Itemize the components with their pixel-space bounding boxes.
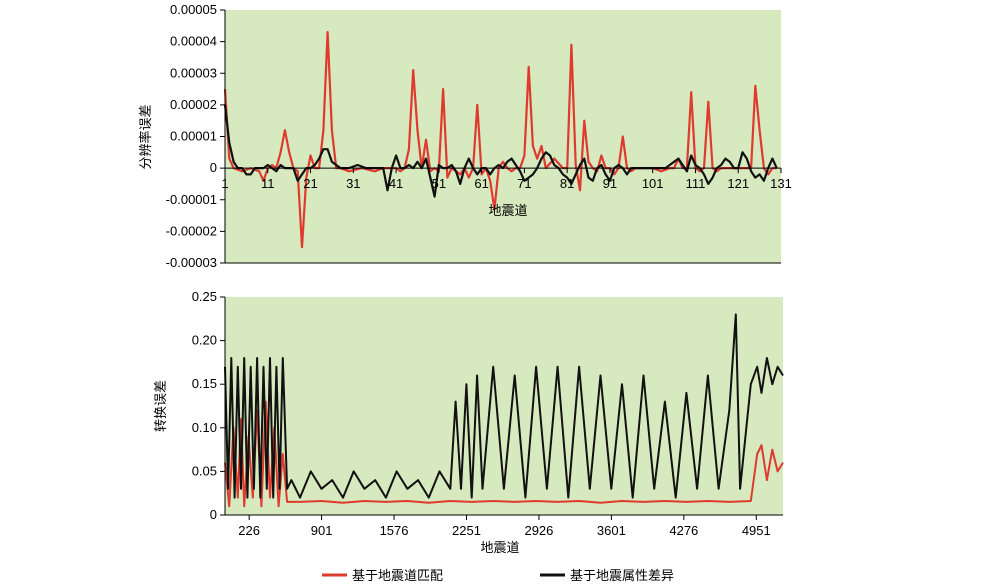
x-tick-label: 71: [517, 176, 531, 191]
x-tick-label: 21: [303, 176, 317, 191]
x-tick-label: 41: [389, 176, 403, 191]
x-tick-label: 121: [727, 176, 749, 191]
x-tick-label: 51: [432, 176, 446, 191]
y-tick-label: 0: [210, 507, 217, 522]
conversion-error-chart: 0 0.05 0.10 0.15 0.20 0.25 226 901 1576 2251 2926 3…: [154, 289, 784, 556]
x-tick-label: 901: [311, 523, 333, 538]
axes-top: -0.00003 -0.00002 -0.00001 0 0.00001 0.00002 0…: [166, 2, 792, 270]
y-tick-label: 0.00002: [170, 97, 217, 112]
y-tick-label: 0: [210, 160, 217, 175]
legend: 基于地震道匹配 基于地震属性差异: [322, 569, 674, 584]
y-tick-label: 0.05: [192, 463, 217, 478]
x-tick-label: 1: [221, 176, 228, 191]
plot-area-top: [225, 10, 781, 263]
x-tick-label: 4276: [669, 523, 698, 538]
x-tick-label: 3601: [597, 523, 626, 538]
x-axis-label-top: 地震道: [488, 204, 527, 219]
x-axis-label-bottom: 地震道: [480, 541, 519, 556]
y-tick-label: -0.00001: [166, 192, 217, 207]
y-tick-label: 0.00004: [170, 34, 217, 49]
x-tick-label: 2926: [524, 523, 553, 538]
y-axis-label-bottom: 转换误差: [154, 380, 169, 432]
x-tick-label: 91: [603, 176, 617, 191]
y-tick-label: 0.10: [192, 420, 217, 435]
x-tick-label: 81: [560, 176, 574, 191]
x-tick-label: 1576: [380, 523, 409, 538]
y-tick-label: 0.20: [192, 333, 217, 348]
y-tick-label: 0.00001: [170, 129, 217, 144]
y-tick-label: 0.15: [192, 376, 217, 391]
x-tick-label: 2251: [452, 523, 481, 538]
series-line-attribute-difference: [224, 313, 784, 499]
x-tick-label: 101: [642, 176, 664, 191]
y-axis-label-top: 分辨率误差: [138, 104, 154, 169]
x-tick-label: 226: [238, 523, 260, 538]
legend-label-trace-matching: 基于地震道匹配: [352, 569, 443, 584]
x-tick-label: 31: [346, 176, 360, 191]
x-tick-label: 111: [686, 176, 706, 191]
series-group-bottom: [224, 313, 784, 508]
x-tick-label: 131: [770, 176, 792, 191]
y-tick-label: 0.00005: [170, 2, 217, 17]
axes-bottom: 0 0.05 0.10 0.15 0.20 0.25 226 901 1576 2251 2926 3…: [192, 289, 783, 538]
legend-label-attribute-difference: 基于地震属性差异: [570, 569, 674, 584]
y-tick-label: -0.00003: [166, 255, 217, 270]
x-tick-label: 61: [474, 176, 488, 191]
y-tick-label: -0.00002: [166, 223, 217, 238]
x-tick-label: 11: [261, 176, 275, 191]
y-tick-label: 0.25: [192, 289, 217, 304]
resolution-error-chart: -0.00003 -0.00002 -0.00001 0 0.00001 0.00002 0…: [138, 2, 792, 270]
y-tick-label: 0.00003: [170, 65, 217, 80]
x-tick-label: 4951: [742, 523, 771, 538]
